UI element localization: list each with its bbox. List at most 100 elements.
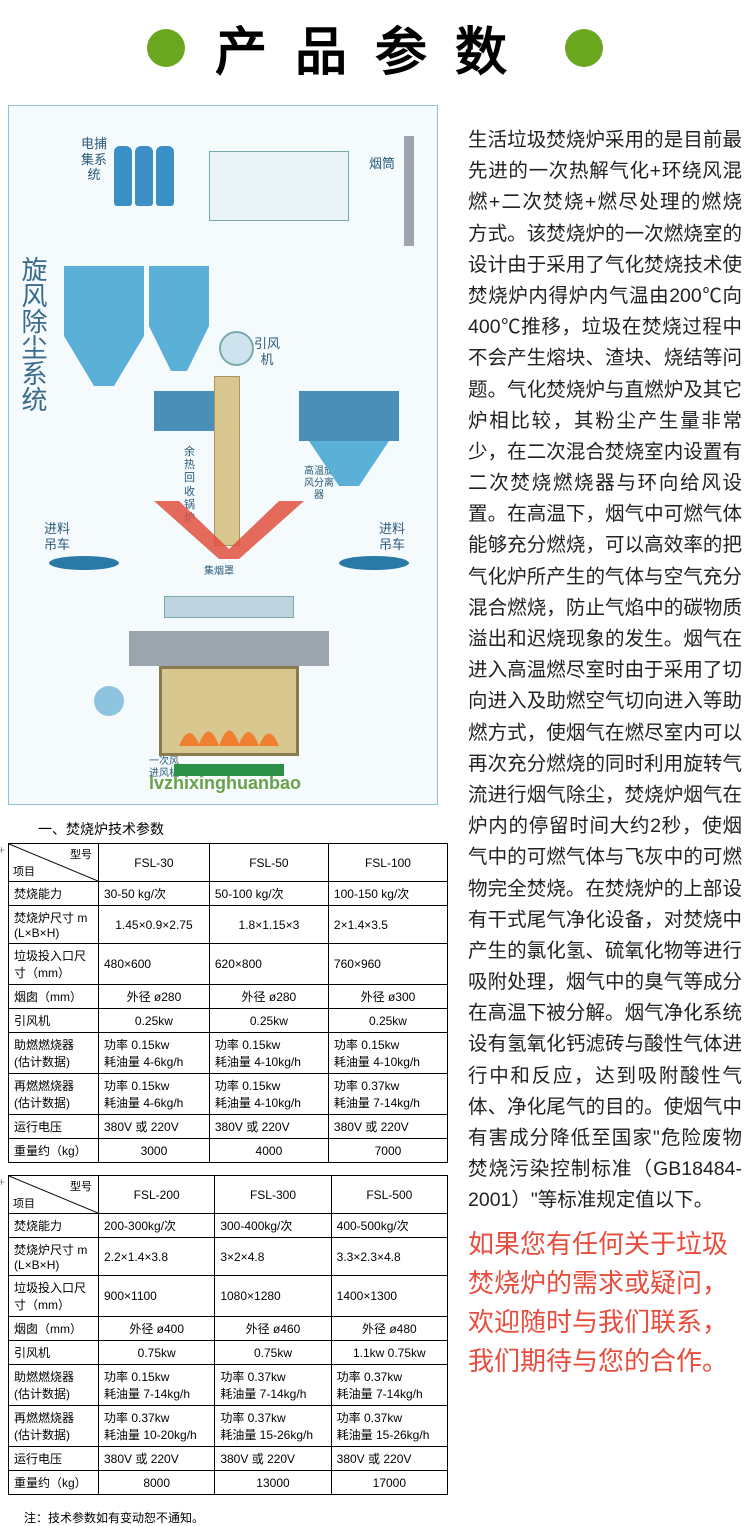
table-row: 再燃燃烧器 (估计数据)功率 0.15kw 耗油量 4-6kg/h功率 0.15… (9, 1074, 448, 1115)
table-cell: 3×2×4.8 (215, 1238, 331, 1276)
diagram-tank-2 (135, 146, 153, 206)
table-cell: 1.1kw 0.75kw (331, 1341, 447, 1365)
table-cell: 功率 0.15kw 耗油量 7-14kg/h (99, 1365, 215, 1406)
spec-table-1: 型号项目FSL-30FSL-50FSL-100焚烧能力30-50 kg/次50-… (8, 843, 448, 1163)
diagram-side-label: 旋风除尘系统 (15, 256, 52, 412)
table-cell: 1.45×0.9×2.75 (99, 906, 210, 944)
table-cell: 380V 或 220V (328, 1115, 447, 1139)
table-cell: 4000 (209, 1139, 328, 1163)
table-column-header: FSL-100 (328, 844, 447, 882)
table-row: 垃圾投入口尺 寸（mm）480×600620×800760×960 (9, 944, 448, 985)
diagram-label-feed-l: 进料 吊车 (44, 521, 70, 552)
section-title: 一、焚烧炉技术参数 (8, 815, 458, 843)
main-content: 旋风除尘系统 电捕 集系 统 喷 淋 室 烟筒 引风 机 烟气净化 洗涤塔 布袋… (0, 105, 750, 1526)
table-row-label: 重量约（kg） (9, 1471, 99, 1495)
table-cell: 0.75kw (99, 1341, 215, 1365)
diagram-base (174, 764, 284, 776)
diagram-hopper-2 (149, 266, 209, 376)
diagram-hopper-1 (64, 266, 144, 396)
table-row-label: 焚烧炉尺寸 m (L×B×H) (9, 906, 99, 944)
table-cell: 3.3×2.3×4.8 (331, 1238, 447, 1276)
diagram-mixer-box (164, 596, 294, 618)
table-cell: 功率 0.37kw 耗油量 7-14kg/h (215, 1365, 331, 1406)
diagram-red-v (154, 501, 304, 561)
table-cell: 13000 (215, 1471, 331, 1495)
table-row-label: 焚烧能力 (9, 1214, 99, 1238)
diagram-bag-box (299, 391, 399, 441)
table-cell: 380V 或 220V (331, 1447, 447, 1471)
table-cell: 功率 0.37kw 耗油量 7-14kg/h (331, 1365, 447, 1406)
diagram-furnace-top (129, 631, 329, 666)
table-cell: 760×960 (328, 944, 447, 985)
table-row: 焚烧炉尺寸 m (L×B×H)1.45×0.9×2.751.8×1.15×32×… (9, 906, 448, 944)
page-header: 产品参数 (0, 0, 750, 105)
table-row: 焚烧能力200-300kg/次300-400kg/次400-500kg/次 (9, 1214, 448, 1238)
table-row: 助燃燃烧器 (估计数据)功率 0.15kw 耗油量 4-6kg/h功率 0.15… (9, 1033, 448, 1074)
table-column-header: FSL-200 (99, 1176, 215, 1214)
table-cell: 外径 ø460 (215, 1317, 331, 1341)
table-cell: 100-150 kg/次 (328, 882, 447, 906)
header-dot-left (147, 29, 185, 67)
diagram-label-collector: 集烟罩 (204, 566, 234, 578)
table-cell: 外径 ø480 (331, 1317, 447, 1341)
footnote: 注：技术参数如有变动恕不通知。 (8, 1507, 458, 1526)
table-row: 重量约（kg）300040007000 (9, 1139, 448, 1163)
table-row-label: 垃圾投入口尺 寸（mm） (9, 944, 99, 985)
table-cell: 480×600 (99, 944, 210, 985)
diagram-tank-1 (114, 146, 132, 206)
table-row: 重量约（kg）80001300017000 (9, 1471, 448, 1495)
process-diagram: 旋风除尘系统 电捕 集系 统 喷 淋 室 烟筒 引风 机 烟气净化 洗涤塔 布袋… (8, 105, 438, 805)
table-column-header: FSL-300 (215, 1176, 331, 1214)
table-row: 引风机0.75kw0.75kw1.1kw 0.75kw (9, 1341, 448, 1365)
diagram-spray-box (209, 151, 349, 221)
table-row-label: 助燃燃烧器 (估计数据) (9, 1365, 99, 1406)
table-row: 再燃燃烧器 (估计数据)功率 0.37kw 耗油量 10-20kg/h功率 0.… (9, 1406, 448, 1447)
table-cell: 外径 ø280 (209, 985, 328, 1009)
left-column: 旋风除尘系统 电捕 集系 统 喷 淋 室 烟筒 引风 机 烟气净化 洗涤塔 布袋… (8, 105, 458, 1526)
table-cell: 380V 或 220V (209, 1115, 328, 1139)
table-row: 烟囱（mm）外径 ø400外径 ø460外径 ø480 (9, 1317, 448, 1341)
table-cell: 0.25kw (99, 1009, 210, 1033)
table-row: 烟囱（mm）外径 ø280外径 ø280外径 ø300 (9, 985, 448, 1009)
table-row-label: 重量约（kg） (9, 1139, 99, 1163)
contact-text: 如果您有任何关于垃圾焚烧炉的需求或疑问，欢迎随时与我们联系，我们期待与您的合作。 (468, 1225, 742, 1381)
table-cell: 1080×1280 (215, 1276, 331, 1317)
table-cell: 功率 0.15kw 耗油量 4-10kg/h (328, 1033, 447, 1074)
table-cell: 功率 0.15kw 耗油量 4-6kg/h (99, 1074, 210, 1115)
diagram-bag-hopper (309, 441, 389, 491)
table-cell: 功率 0.37kw 耗油量 15-26kg/h (331, 1406, 447, 1447)
table-cell: 620×800 (209, 944, 328, 985)
table-cell: 3000 (99, 1139, 210, 1163)
diagram-feed-disk-l (49, 556, 119, 570)
table-row-label: 助燃燃烧器 (估计数据) (9, 1033, 99, 1074)
table-header-corner: 型号项目 (9, 844, 99, 882)
table-marker-2: + (0, 1175, 5, 1189)
table-cell: 380V 或 220V (99, 1447, 215, 1471)
table-cell: 功率 0.15kw 耗油量 4-10kg/h (209, 1074, 328, 1115)
table-row-label: 焚烧炉尺寸 m (L×B×H) (9, 1238, 99, 1276)
diagram-label-feed-r: 进料 吊车 (379, 521, 405, 552)
table-cell: 300-400kg/次 (215, 1214, 331, 1238)
diagram-tank-3 (156, 146, 174, 206)
table-row: 引风机0.25kw0.25kw0.25kw (9, 1009, 448, 1033)
diagram-blower (94, 686, 124, 716)
diagram-watermark: lvzhixinghuanbao (149, 773, 301, 794)
table-header-corner: 型号项目 (9, 1176, 99, 1214)
header-dot-right (565, 29, 603, 67)
table-cell: 功率 0.37kw 耗油量 15-26kg/h (215, 1406, 331, 1447)
page-title: 产品参数 (215, 10, 535, 85)
table-cell: 外径 ø280 (99, 985, 210, 1009)
table-row-label: 焚烧能力 (9, 882, 99, 906)
table-row-label: 再燃燃烧器 (估计数据) (9, 1406, 99, 1447)
table-cell: 200-300kg/次 (99, 1214, 215, 1238)
table-cell: 17000 (331, 1471, 447, 1495)
table-cell: 2.2×1.4×3.8 (99, 1238, 215, 1276)
spec-table-2: 型号项目FSL-200FSL-300FSL-500焚烧能力200-300kg/次… (8, 1175, 448, 1495)
table-cell: 0.75kw (215, 1341, 331, 1365)
table-row-label: 烟囱（mm） (9, 985, 99, 1009)
table-row: 垃圾投入口尺 寸（mm）900×11001080×12801400×1300 (9, 1276, 448, 1317)
table-column-header: FSL-500 (331, 1176, 447, 1214)
diagram-fan (219, 331, 254, 366)
table-cell: 400-500kg/次 (331, 1214, 447, 1238)
table-cell: 0.25kw (209, 1009, 328, 1033)
